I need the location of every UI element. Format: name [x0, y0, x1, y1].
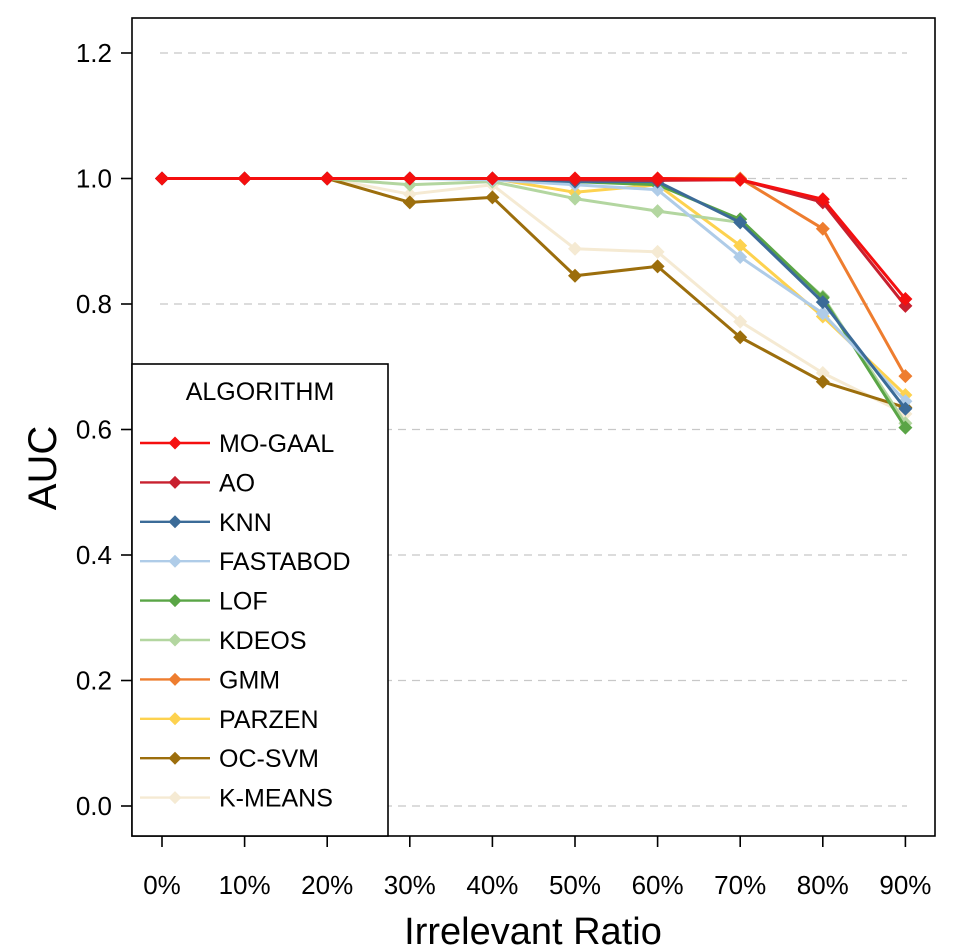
data-point-fastabod: [733, 249, 748, 264]
x-tick-label: 30%: [384, 870, 436, 900]
data-point-gmm: [898, 369, 913, 384]
legend-label: FASTABOD: [219, 548, 351, 576]
legend-item-oc-svm: OC-SVM: [140, 745, 319, 773]
data-point-k-means: [733, 314, 748, 329]
data-point-mo-gaal: [237, 171, 252, 186]
legend: ALGORITHM MO-GAAL AO KNN FASTABOD LOF KDEOS GM…: [131, 363, 389, 837]
legend-label: MO-GAAL: [219, 430, 334, 458]
data-point-oc-svm: [568, 268, 582, 283]
data-point-oc-svm: [402, 195, 417, 210]
data-point-k-means: [650, 244, 665, 259]
data-point-k-means: [568, 241, 582, 256]
y-tick-label: 0.6: [76, 415, 112, 445]
data-point-mo-gaal: [155, 171, 169, 186]
data-point-mo-gaal: [815, 192, 830, 207]
data-point-mo-gaal: [485, 171, 500, 186]
y-tick-label: 0.4: [76, 540, 112, 570]
legend-swatch-marker: [168, 436, 182, 450]
gridlines: [160, 52, 907, 807]
x-tick-label: 40%: [466, 870, 518, 900]
legend-item-mo-gaal: MO-GAAL: [140, 430, 334, 458]
legend-title: ALGORITHM: [186, 378, 335, 406]
data-point-gmm: [815, 221, 830, 236]
legend-label: K-MEANS: [219, 785, 333, 813]
legend-label: KNN: [219, 509, 272, 537]
legend-item-lof: LOF: [140, 588, 268, 616]
legend-swatch-marker: [168, 633, 182, 647]
data-point-oc-svm: [815, 374, 830, 389]
data-point-knn: [733, 215, 748, 230]
legend-item-gmm: GMM: [140, 666, 280, 694]
legend-item-parzen: PARZEN: [140, 706, 319, 734]
legend-label: GMM: [219, 666, 280, 694]
data-point-fastabod: [650, 182, 665, 197]
data-point-mo-gaal: [898, 291, 913, 306]
x-tick-label: 70%: [714, 870, 766, 900]
legend-label: PARZEN: [219, 706, 319, 734]
legend-swatch-marker: [168, 751, 182, 765]
legend-item-k-means: K-MEANS: [140, 785, 333, 813]
series-line-mo-gaal: [162, 177, 907, 300]
y-axis-title: AUC: [21, 426, 65, 510]
y-tick-label: 0.2: [76, 666, 112, 696]
x-tick-label: 10%: [219, 870, 271, 900]
legend-label: KDEOS: [219, 627, 307, 655]
data-point-mo-gaal: [568, 171, 582, 186]
legend-label: AO: [219, 469, 255, 497]
y-tick-label: 0.8: [76, 289, 112, 319]
legend-swatch-marker: [168, 672, 182, 686]
legend-label: LOF: [219, 588, 268, 616]
data-point-mo-gaal: [650, 171, 665, 186]
data-point-kdeos: [650, 204, 665, 219]
data-point-oc-svm: [485, 190, 500, 205]
data-point-oc-svm: [733, 330, 748, 345]
legend-swatch-marker: [168, 475, 182, 489]
data-point-knn: [898, 401, 913, 416]
legend-label: OC-SVM: [219, 745, 319, 773]
legend-item-kdeos: KDEOS: [140, 627, 307, 655]
series-mo-gaal: [155, 171, 913, 306]
y-tick-label: 0.0: [76, 791, 112, 821]
legend-swatch-marker: [168, 594, 182, 608]
x-tick-label: 0%: [143, 870, 181, 900]
data-point-mo-gaal: [402, 171, 417, 186]
data-point-k-means: [815, 366, 830, 381]
legend-swatch-marker: [168, 791, 182, 805]
data-point-k-means: [402, 187, 417, 202]
data-point-oc-svm: [650, 259, 665, 274]
legend-item-fastabod: FASTABOD: [140, 548, 351, 576]
data-point-kdeos: [568, 191, 582, 206]
x-tick-label: 20%: [301, 870, 353, 900]
y-axis: 0.0 0.2 0.4 0.6 0.8 1.0 1.2: [76, 38, 132, 821]
legend-swatch-marker: [168, 515, 182, 529]
legend-swatch-marker: [168, 712, 182, 726]
x-tick-label: 50%: [549, 870, 601, 900]
data-point-knn: [815, 295, 830, 310]
data-point-parzen: [733, 238, 748, 253]
data-point-lof: [898, 420, 913, 435]
series-lines: [155, 171, 913, 435]
x-axis: 0% 10% 20% 30% 40% 50% 60% 70% 80% 90%: [143, 836, 931, 900]
x-tick-label: 90%: [879, 870, 931, 900]
legend-swatch-marker: [168, 554, 182, 568]
legend-item-ao: AO: [140, 469, 255, 497]
x-tick-label: 60%: [632, 870, 684, 900]
y-tick-label: 1.0: [76, 164, 112, 194]
x-axis-title: Irrelevant Ratio: [404, 911, 662, 952]
y-tick-label: 1.2: [76, 38, 112, 68]
x-tick-label: 80%: [797, 870, 849, 900]
data-point-mo-gaal: [320, 171, 335, 186]
data-point-fastabod: [815, 306, 830, 321]
legend-item-knn: KNN: [140, 509, 272, 537]
data-point-mo-gaal: [733, 172, 748, 187]
